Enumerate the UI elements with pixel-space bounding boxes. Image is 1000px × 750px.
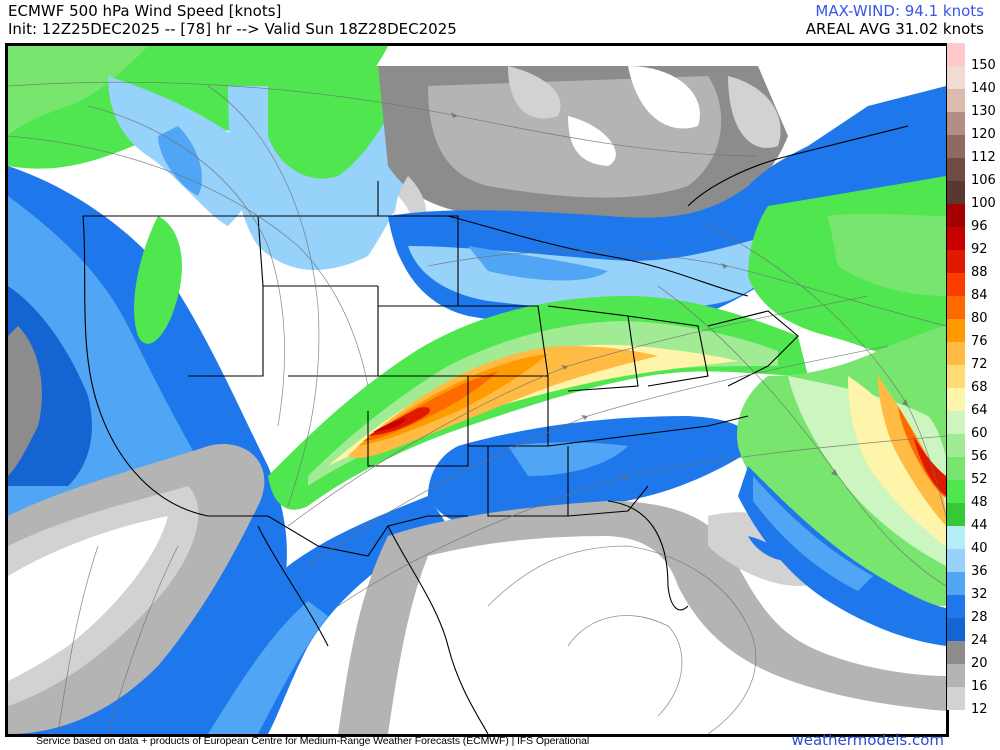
legend-label: 24 [971, 633, 988, 648]
legend-label: 36 [971, 564, 988, 579]
legend-label: 88 [971, 265, 988, 280]
legend-label: 44 [971, 518, 988, 533]
color-legend: 150 140 130 120 112 106 100 96 92 88 84 80 76 72 68 64 6… [947, 43, 1000, 733]
legend-swatch-140 [947, 66, 965, 89]
site-link[interactable]: weathermodels.com [791, 731, 944, 749]
legend-swatch-12 [947, 687, 965, 710]
legend-label: 32 [971, 587, 988, 602]
legend-swatch-88 [947, 250, 965, 273]
legend-swatch-120 [947, 112, 965, 135]
legend-swatch-100 [947, 181, 965, 204]
legend-label: 80 [971, 311, 988, 326]
legend-swatch-112 [947, 135, 965, 158]
legend-label: 64 [971, 403, 988, 418]
max-wind-stat: MAX-WIND: 94.1 knots [815, 2, 984, 20]
legend-label: 112 [971, 150, 996, 165]
map-canvas [8, 46, 946, 734]
map-title: ECMWF 500 hPa Wind Speed [knots] [8, 2, 282, 20]
legend-label: 76 [971, 334, 988, 349]
legend-label: 150 [971, 58, 996, 73]
legend-label: 140 [971, 81, 996, 96]
legend-label: 12 [971, 702, 988, 717]
legend-label: 40 [971, 541, 988, 556]
legend-label: 52 [971, 472, 988, 487]
legend-swatch-48 [947, 480, 965, 503]
legend-swatch-92 [947, 227, 965, 250]
legend-label: 100 [971, 196, 996, 211]
legend-swatch-36 [947, 549, 965, 572]
areal-avg-stat: AREAL AVG 31.02 knots [805, 20, 984, 38]
legend-swatch-96 [947, 204, 965, 227]
legend-label: 48 [971, 495, 988, 510]
legend-swatch-106 [947, 158, 965, 181]
legend-swatch-84 [947, 273, 965, 296]
legend-swatch-72 [947, 342, 965, 365]
legend-swatch-20 [947, 641, 965, 664]
legend-swatch-40 [947, 526, 965, 549]
legend-label: 56 [971, 449, 988, 464]
legend-label: 72 [971, 357, 988, 372]
legend-label: 130 [971, 104, 996, 119]
map-header: ECMWF 500 hPa Wind Speed [knots] Init: 1… [8, 2, 457, 38]
legend-swatch-52 [947, 457, 965, 480]
legend-swatch-150 [947, 43, 965, 66]
legend-swatch-44 [947, 503, 965, 526]
legend-label: 84 [971, 288, 988, 303]
init-valid-line: Init: 12Z25DEC2025 -- [78] hr --> Valid … [8, 20, 457, 38]
legend-label: 92 [971, 242, 988, 257]
legend-label: 16 [971, 679, 988, 694]
legend-swatch-24 [947, 618, 965, 641]
map-stats: MAX-WIND: 94.1 knots AREAL AVG 31.02 kno… [806, 2, 984, 38]
legend-label: 106 [971, 173, 996, 188]
legend-swatch-64 [947, 388, 965, 411]
legend-swatch-80 [947, 296, 965, 319]
legend-swatch-60 [947, 411, 965, 434]
legend-swatch-56 [947, 434, 965, 457]
data-credit: Service based on data + products of Euro… [36, 735, 590, 747]
legend-label: 20 [971, 656, 988, 671]
legend-swatch-28 [947, 595, 965, 618]
legend-swatch-130 [947, 89, 965, 112]
legend-swatch-32 [947, 572, 965, 595]
legend-swatch-68 [947, 365, 965, 388]
legend-label: 120 [971, 127, 996, 142]
legend-label: 96 [971, 219, 988, 234]
legend-swatch-16 [947, 664, 965, 687]
legend-label: 68 [971, 380, 988, 395]
legend-label: 28 [971, 610, 988, 625]
legend-swatch-76 [947, 319, 965, 342]
legend-label: 60 [971, 426, 988, 441]
wind-speed-map [5, 43, 949, 737]
